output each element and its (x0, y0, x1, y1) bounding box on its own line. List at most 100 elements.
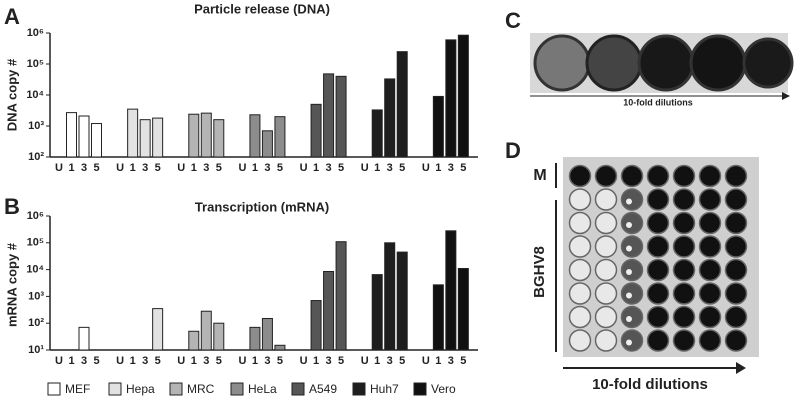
x-tick-label: 1 (191, 355, 197, 367)
well-row (533, 34, 794, 92)
legend-label: Vero (431, 382, 456, 396)
well (594, 188, 618, 211)
well (698, 164, 722, 188)
x-tick-label: 1 (374, 162, 380, 174)
legend-swatch (108, 382, 122, 396)
y-tick-label: 10³ (28, 120, 44, 132)
well (568, 258, 592, 282)
plaque (626, 222, 632, 228)
bar (457, 34, 469, 158)
caption: 10-fold dilutions (592, 376, 708, 393)
x-tick-label: 1 (252, 162, 258, 174)
bar (249, 114, 261, 158)
legend-swatch (291, 382, 305, 396)
bar (213, 322, 225, 351)
legend-label: MEF (65, 382, 90, 396)
well (594, 235, 618, 258)
x-tick-label: 3 (81, 355, 87, 367)
x-tick-label: U (300, 162, 308, 174)
well (724, 329, 748, 352)
bar (445, 39, 457, 158)
x-tick-label: 5 (277, 355, 283, 367)
well (533, 34, 591, 92)
bar (127, 108, 139, 158)
bar (371, 274, 383, 351)
x-tick-label: 3 (203, 355, 209, 367)
well (594, 164, 618, 188)
x-tick-label: 1 (374, 355, 380, 367)
x-tick-label: 1 (130, 162, 136, 174)
well (724, 235, 748, 258)
bar (457, 267, 469, 351)
legend-label: Hepa (126, 382, 155, 396)
x-tick-label: 1 (435, 162, 441, 174)
well (568, 329, 592, 352)
well (646, 188, 670, 211)
well (646, 329, 670, 352)
well (672, 211, 696, 235)
bar (310, 300, 322, 351)
well (568, 188, 592, 211)
bar (335, 241, 347, 351)
bar (152, 308, 164, 351)
x-tick-label: 5 (216, 162, 222, 174)
well (698, 235, 722, 258)
x-tick-label: 5 (155, 355, 161, 367)
well (568, 235, 592, 258)
x-tick-label: 5 (399, 355, 405, 367)
bar (152, 117, 164, 158)
well (620, 235, 644, 258)
x-tick-label: U (422, 355, 430, 367)
x-tick-label: U (55, 162, 63, 174)
well (672, 329, 696, 352)
well (646, 235, 670, 258)
well (672, 258, 696, 282)
x-tick-label: 5 (338, 162, 344, 174)
x-tick-label: U (422, 162, 430, 174)
well (698, 282, 722, 305)
well (594, 258, 618, 282)
plaque (626, 316, 632, 322)
wells (568, 164, 748, 352)
well (620, 329, 644, 352)
bar (200, 112, 212, 158)
x-tick-label: U (116, 355, 124, 367)
well (568, 211, 592, 235)
well (594, 282, 618, 305)
x-tick-label: 3 (264, 162, 270, 174)
chart-title: Particle release (DNA) (194, 1, 330, 16)
well (724, 305, 748, 329)
well (724, 258, 748, 282)
x-tick-label: 5 (93, 355, 99, 367)
y-tick-label: 10⁵ (27, 58, 44, 70)
x-tick-label: 3 (264, 355, 270, 367)
y-axis-label: DNA copy # (4, 58, 19, 131)
arrow-head (782, 92, 790, 100)
x-tick-label: 3 (387, 162, 393, 174)
y-tick-label: 10² (28, 317, 44, 329)
well (594, 305, 618, 329)
well (698, 211, 722, 235)
x-tick-label: U (177, 162, 185, 174)
x-tick-label: 1 (68, 355, 74, 367)
well (620, 188, 644, 211)
bar (310, 103, 322, 158)
legend-swatch (352, 382, 366, 396)
well (698, 305, 722, 329)
well (646, 211, 670, 235)
chart-title: Transcription (mRNA) (195, 199, 329, 214)
bar (323, 270, 335, 351)
bar (139, 119, 151, 158)
x-tick-label: U (177, 355, 185, 367)
panel-label: A (4, 4, 20, 29)
x-tick-label: U (361, 355, 369, 367)
x-tick-label: U (238, 162, 246, 174)
well (568, 282, 592, 305)
well (672, 282, 696, 305)
well (742, 37, 794, 89)
bar (323, 73, 335, 158)
x-tick-label: 5 (93, 162, 99, 174)
legend-label: Huh7 (370, 382, 399, 396)
bar (213, 119, 225, 158)
x-tick-label: 1 (68, 162, 74, 174)
